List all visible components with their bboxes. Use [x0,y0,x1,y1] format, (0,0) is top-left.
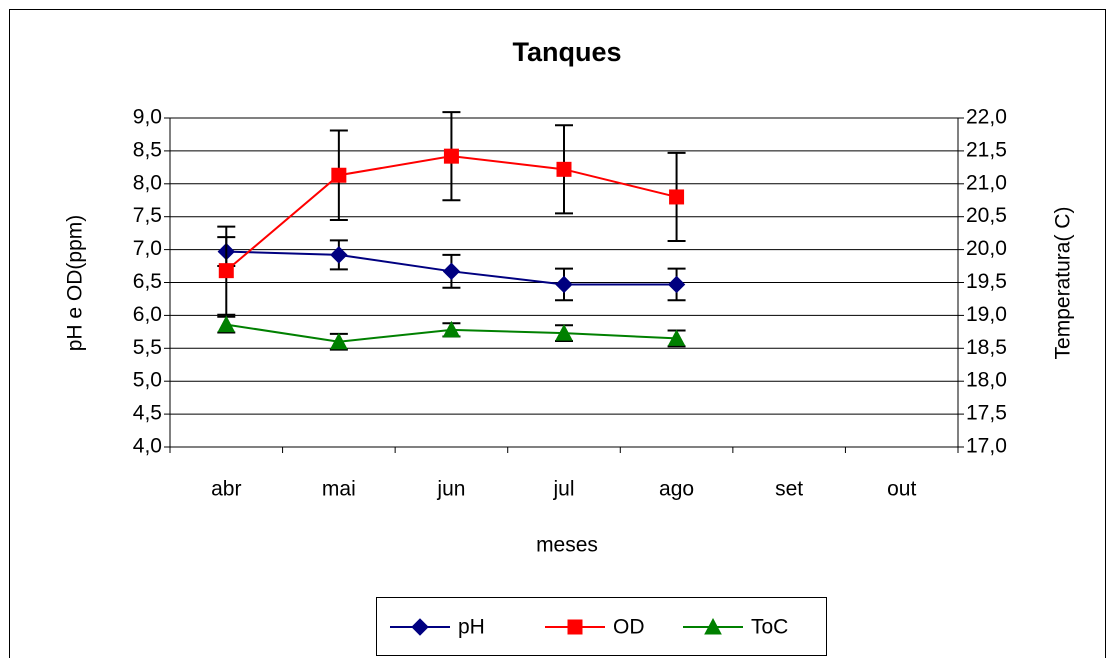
y2-tick-label: 22,0 [966,106,1007,129]
y2-tick-label: 18,5 [966,336,1007,359]
x-tick-label: set [775,478,803,501]
x-axis-label: meses [536,534,598,557]
legend-marker [567,619,583,635]
y2-tick-label: 20,5 [966,204,1007,227]
x-tick-label: abr [211,478,241,501]
point [555,275,573,294]
y2-axis-label: Temperatura( C) [1052,207,1075,360]
y-tick-label: 4,0 [133,435,162,458]
point [669,189,685,205]
point [330,332,348,350]
point [330,246,348,264]
x-tick-label: jun [436,478,465,501]
legend-label: OD [613,616,645,639]
point [667,275,686,294]
y2-tick-label: 21,0 [966,171,1007,194]
point [218,263,234,279]
legend-marker [704,617,722,635]
y-tick-label: 8,0 [133,171,162,194]
y-tick-label: 4,5 [133,402,162,425]
y-tick-label: 9,0 [133,106,162,129]
point [331,167,347,183]
point [442,262,461,281]
point [443,148,459,164]
x-tick-label: ago [659,478,694,501]
x-tick-label: mai [322,478,356,501]
y2-tick-label: 17,0 [966,435,1007,458]
y2-tick-label: 17,5 [966,402,1007,425]
x-tick-label: jul [552,478,574,501]
y-tick-label: 7,5 [133,204,162,227]
point [556,161,572,177]
y-tick-label: 6,0 [133,303,162,326]
x-tick-label: out [887,478,916,501]
y2-tick-label: 20,0 [966,237,1007,260]
y2-tick-label: 18,0 [966,369,1007,392]
legend-label: pH [458,616,485,639]
y-axis-label: pH e OD(ppm) [64,215,87,352]
legend-marker [411,618,429,636]
y2-tick-label: 19,0 [966,303,1007,326]
y-tick-label: 5,5 [133,336,162,359]
point [217,315,236,333]
point [667,329,686,346]
y2-tick-label: 19,5 [966,270,1007,293]
y-tick-label: 6,5 [133,270,162,293]
point [555,324,573,341]
y-tick-label: 8,5 [133,138,162,161]
y2-tick-label: 21,5 [966,138,1007,161]
legend-label: ToC [751,616,788,639]
y-tick-label: 7,0 [133,237,162,260]
point [442,320,461,338]
y-tick-label: 5,0 [133,369,162,392]
chart-title: Tanques [512,37,621,67]
